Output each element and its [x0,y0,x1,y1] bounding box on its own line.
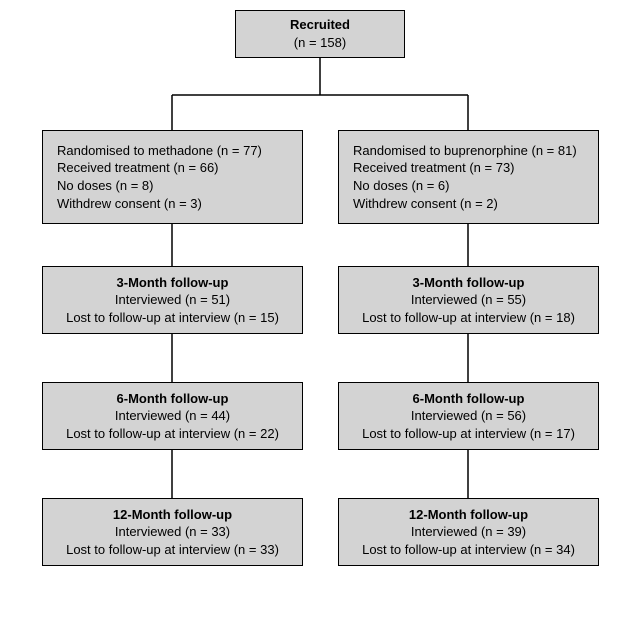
right-3month-lost: Lost to follow-up at interview (n = 18) [362,309,575,327]
left-6month-box: 6-Month follow-up Interviewed (n = 44) L… [42,382,303,450]
recruited-title: Recruited [290,16,350,34]
right-3month-interviewed: Interviewed (n = 55) [411,291,526,309]
right-6month-box: 6-Month follow-up Interviewed (n = 56) L… [338,382,599,450]
right-12month-box: 12-Month follow-up Interviewed (n = 39) … [338,498,599,566]
left-rand-line3: No doses (n = 8) [57,177,153,195]
right-3month-title: 3-Month follow-up [413,274,525,292]
left-rand-line1: Randomised to methadone (n = 77) [57,142,262,160]
left-rand-line2: Received treatment (n = 66) [57,159,219,177]
recruited-n: (n = 158) [294,34,346,52]
left-6month-lost: Lost to follow-up at interview (n = 22) [66,425,279,443]
left-12month-title: 12-Month follow-up [113,506,232,524]
right-12month-interviewed: Interviewed (n = 39) [411,523,526,541]
right-6month-title: 6-Month follow-up [413,390,525,408]
right-6month-interviewed: Interviewed (n = 56) [411,407,526,425]
right-rand-line4: Withdrew consent (n = 2) [353,195,498,213]
left-rand-line4: Withdrew consent (n = 3) [57,195,202,213]
left-3month-box: 3-Month follow-up Interviewed (n = 51) L… [42,266,303,334]
right-randomised-box: Randomised to buprenorphine (n = 81) Rec… [338,130,599,224]
left-3month-interviewed: Interviewed (n = 51) [115,291,230,309]
right-rand-line2: Received treatment (n = 73) [353,159,515,177]
recruited-box: Recruited (n = 158) [235,10,405,58]
left-12month-interviewed: Interviewed (n = 33) [115,523,230,541]
right-12month-lost: Lost to follow-up at interview (n = 34) [362,541,575,559]
left-3month-title: 3-Month follow-up [117,274,229,292]
right-rand-line1: Randomised to buprenorphine (n = 81) [353,142,577,160]
left-12month-lost: Lost to follow-up at interview (n = 33) [66,541,279,559]
left-randomised-box: Randomised to methadone (n = 77) Receive… [42,130,303,224]
right-3month-box: 3-Month follow-up Interviewed (n = 55) L… [338,266,599,334]
right-6month-lost: Lost to follow-up at interview (n = 17) [362,425,575,443]
right-rand-line3: No doses (n = 6) [353,177,449,195]
left-12month-box: 12-Month follow-up Interviewed (n = 33) … [42,498,303,566]
left-6month-interviewed: Interviewed (n = 44) [115,407,230,425]
left-3month-lost: Lost to follow-up at interview (n = 15) [66,309,279,327]
right-12month-title: 12-Month follow-up [409,506,528,524]
left-6month-title: 6-Month follow-up [117,390,229,408]
